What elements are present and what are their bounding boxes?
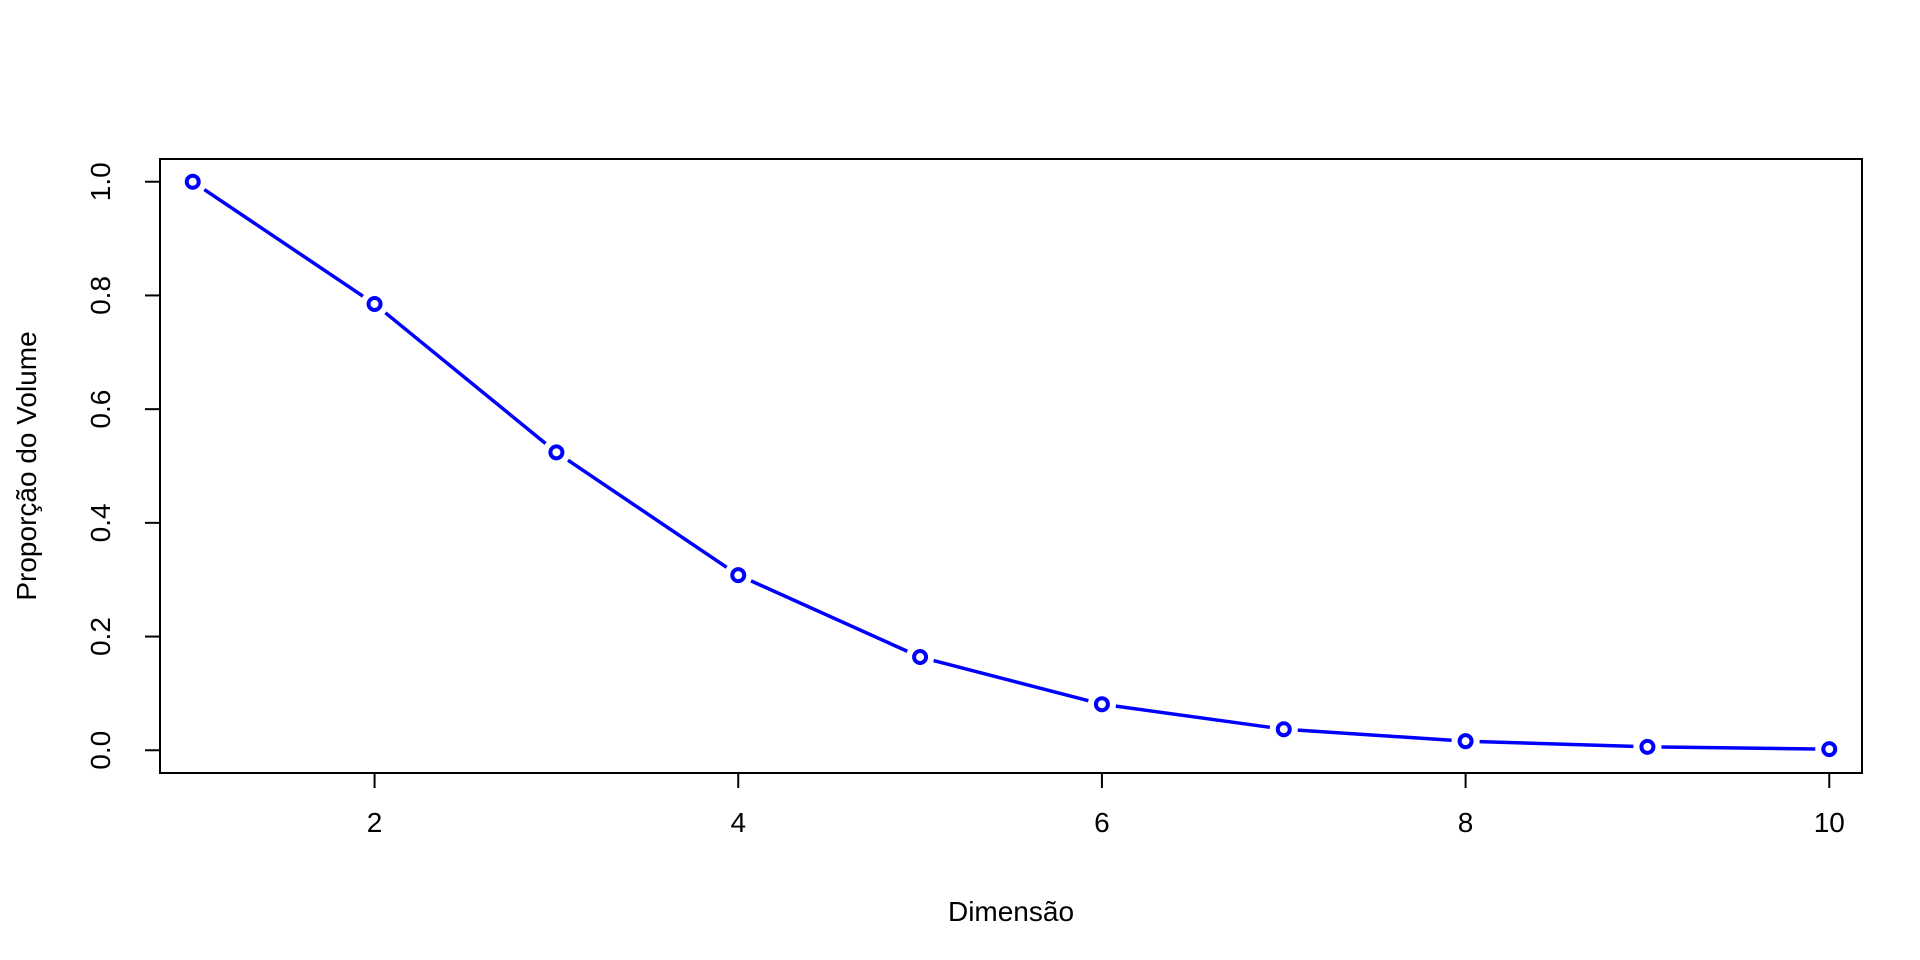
y-tick-label: 0.0: [85, 731, 116, 770]
series-layer: [184, 173, 1838, 758]
x-tick-label: 6: [1094, 807, 1110, 838]
line-segment: [1297, 728, 1452, 742]
data-point: [912, 649, 929, 666]
x-axis: 2 4 6 8 10: [367, 772, 1845, 838]
data-point: [1457, 733, 1474, 750]
y-tick-label: 0.2: [85, 617, 116, 656]
x-tick-label: 2: [367, 807, 383, 838]
data-point: [366, 295, 383, 312]
line-segment: [1479, 739, 1634, 749]
data-point: [1275, 721, 1292, 738]
x-tick-label: 10: [1814, 807, 1845, 838]
y-tick-label: 0.6: [85, 390, 116, 429]
y-axis-title: Proporção do Volume: [11, 331, 42, 600]
data-point: [184, 173, 201, 190]
x-axis-title: Dimensão: [948, 896, 1074, 927]
line-segment: [1115, 704, 1271, 730]
y-tick-label: 0.8: [85, 276, 116, 315]
y-tick-label: 1.0: [85, 162, 116, 201]
line-segment: [203, 188, 364, 298]
line-segment: [1661, 745, 1816, 751]
data-point: [1639, 738, 1656, 755]
line-segment: [567, 458, 728, 569]
data-point: [1821, 741, 1838, 758]
y-tick-label: 0.4: [85, 503, 116, 542]
line-segment: [750, 579, 909, 653]
data-point: [1093, 696, 1110, 713]
x-tick-label: 4: [730, 807, 746, 838]
data-point: [730, 567, 747, 584]
line-segment: [384, 311, 547, 445]
line-segment: [933, 658, 1089, 703]
y-axis: 0.0 0.2 0.4 0.6 0.8 1.0: [85, 162, 161, 770]
x-tick-label: 8: [1458, 807, 1474, 838]
data-point: [548, 444, 565, 461]
